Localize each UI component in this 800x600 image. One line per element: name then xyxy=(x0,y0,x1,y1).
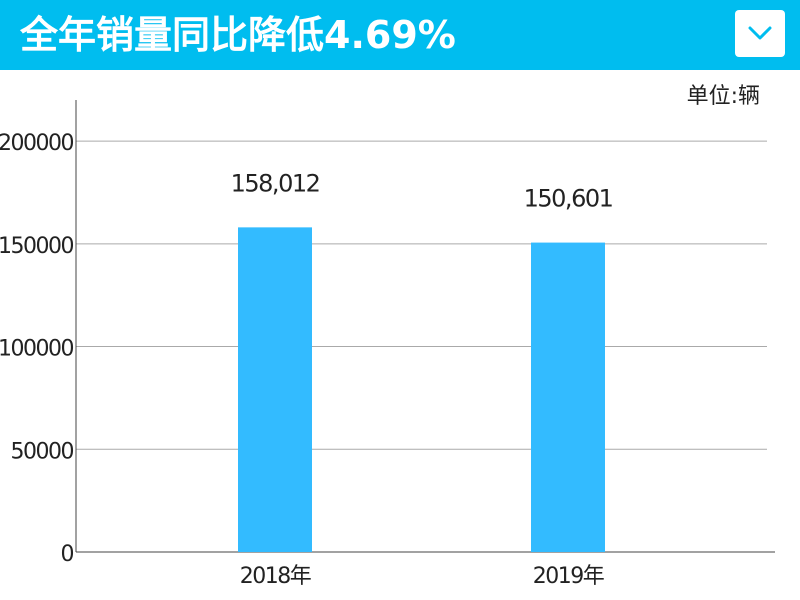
page-title: 全年销量同比降低4.69% xyxy=(20,13,456,57)
data-label: 150,601 xyxy=(524,185,613,213)
y-tick-label: 50000 xyxy=(11,439,74,464)
bar xyxy=(238,227,312,552)
dropdown-button[interactable] xyxy=(735,10,785,57)
y-tick-label: 200000 xyxy=(0,131,74,156)
x-tick-label: 2019年 xyxy=(533,564,604,589)
bar xyxy=(531,242,605,552)
chevron-down-icon xyxy=(748,26,772,40)
y-tick-label: 100000 xyxy=(0,337,74,362)
y-tick-label: 150000 xyxy=(0,234,74,259)
data-label: 158,012 xyxy=(231,169,320,197)
unit-label: 单位:辆 xyxy=(686,84,760,109)
x-tick-label: 2018年 xyxy=(240,564,311,589)
y-tick-label: 0 xyxy=(61,542,74,567)
header-bar: 全年销量同比降低4.69% xyxy=(0,0,800,70)
